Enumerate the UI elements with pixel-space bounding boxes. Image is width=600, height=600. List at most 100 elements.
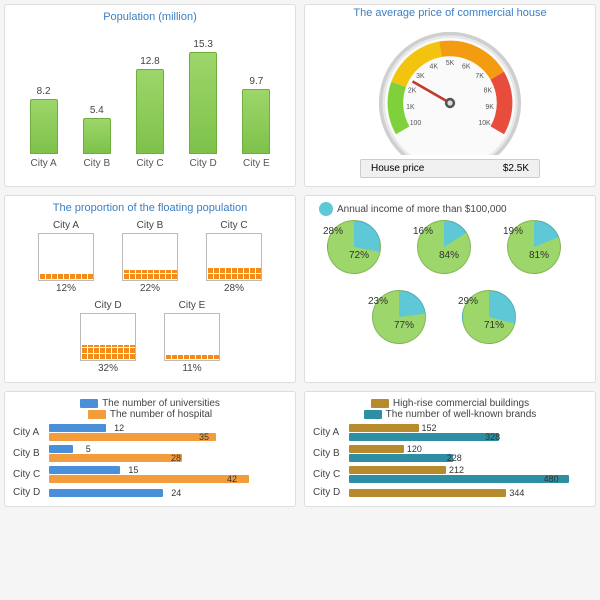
waffle-pct: 12%	[56, 283, 76, 294]
pie-item: 19%81%	[507, 220, 573, 280]
hbar-city: City A	[13, 427, 49, 438]
uni-hosp-legend: The number of universities The number of…	[13, 398, 287, 420]
pie-primary-pct: 71%	[484, 320, 504, 331]
svg-text:2K: 2K	[408, 88, 417, 95]
hbar-value: 120	[403, 444, 422, 454]
bar-label: City B	[83, 158, 110, 169]
waffle-pct: 22%	[140, 283, 160, 294]
hbar-row: City B 120228	[313, 445, 587, 462]
pie-primary-pct: 72%	[349, 250, 369, 261]
legend-swatch	[371, 399, 389, 408]
hbar-bar: 24	[49, 489, 163, 497]
pie-item: 29%71%	[462, 290, 528, 350]
svg-text:3K: 3K	[416, 73, 425, 80]
income-legend-label: Annual income of more than $100,000	[337, 204, 507, 215]
bar-value: 5.4	[90, 105, 104, 116]
hbar-row: City B528	[13, 445, 287, 462]
gauge-title: The average price of commercial house	[313, 7, 587, 19]
pie-secondary-pct: 28%	[323, 226, 343, 237]
uni-hosp-bars: City A1235City B528City C1542City D24	[13, 424, 287, 498]
waffle-box	[80, 313, 136, 361]
bar-value: 15.3	[193, 39, 212, 50]
floating-waffle-grid: City A12%City B22%City C28%City D32%City…	[13, 220, 287, 374]
pie-primary-pct: 81%	[529, 250, 549, 261]
hbar-bar: 35	[49, 433, 216, 441]
floating-title: The proportion of the floating populatio…	[13, 202, 287, 214]
bar-rect	[30, 99, 58, 154]
pie-secondary-pct: 23%	[368, 296, 388, 307]
legend-label: The number of well-known brands	[386, 409, 537, 420]
pie-item: 23%77%	[372, 290, 438, 350]
hbar-value: 42	[227, 474, 237, 484]
waffle-city: City D	[94, 300, 121, 311]
bar-rect	[242, 89, 270, 154]
brand-bldg-bars: City A152328City B120228City C212480City…	[313, 424, 587, 498]
hbar-city: City C	[13, 469, 49, 480]
bar-rect	[83, 118, 111, 154]
pie-secondary-pct: 16%	[413, 226, 433, 237]
gauge-readout-label: House price	[371, 163, 424, 174]
hbar-value: 212	[445, 465, 464, 475]
income-legend-swatch	[319, 202, 333, 216]
bar-label: City C	[136, 158, 163, 169]
bar-value: 12.8	[140, 56, 159, 67]
hbar-value: 15	[124, 465, 138, 475]
hbar-value: 12	[110, 423, 124, 433]
hbar-value: 152	[418, 423, 437, 433]
waffle-city: City C	[220, 220, 247, 231]
bar-column: 5.4 City B	[77, 105, 117, 169]
legend-swatch	[364, 410, 382, 419]
hbar-city: City B	[13, 448, 49, 459]
hbar-bar: 480	[349, 475, 569, 483]
hbar-bar: 152	[349, 424, 419, 432]
hbar-bar: 328	[349, 433, 499, 441]
hbar-city: City B	[313, 448, 349, 459]
waffle-item: City A12%	[33, 220, 99, 294]
svg-text:8K: 8K	[484, 88, 493, 95]
waffle-pct: 11%	[182, 363, 201, 374]
hbar-row: City D344	[313, 487, 587, 498]
hbar-bar: 228	[349, 454, 453, 462]
bar-column: 8.2 City A	[24, 86, 64, 169]
legend-swatch	[88, 410, 106, 419]
waffle-city: City B	[137, 220, 164, 231]
hbar-city: City C	[313, 469, 349, 480]
pie-item: 16%84%	[417, 220, 483, 280]
waffle-box	[164, 313, 220, 361]
bar-column: 15.3City D	[183, 39, 223, 169]
population-panel: Population (million) 8.2 City A 5.4 City B 1…	[4, 4, 296, 187]
brand-bldg-legend: High-rise commercial buildings The numbe…	[313, 398, 587, 420]
bar-rect	[189, 52, 217, 154]
hbar-bar: 212	[349, 466, 446, 474]
waffle-item: City B 22%	[117, 220, 183, 294]
gauge-readout: House price $2.5K	[360, 159, 540, 178]
waffle-pct: 28%	[224, 283, 244, 294]
pie-item: 28%72%	[327, 220, 393, 280]
svg-text:7K: 7K	[475, 73, 484, 80]
population-title: Population (million)	[13, 11, 287, 23]
svg-text:9K: 9K	[485, 104, 494, 111]
hbar-bar: 12	[49, 424, 106, 432]
hbar-value: 328	[485, 432, 500, 442]
hbar-row: City A1235	[13, 424, 287, 441]
hbar-city: City A	[313, 427, 349, 438]
dashboard-grid: Population (million) 8.2City A5.4City B1…	[4, 4, 596, 507]
pie-secondary-pct: 19%	[503, 226, 523, 237]
waffle-pct: 32%	[98, 363, 118, 374]
gauge-chart: 1001K2K3K4K5K6K7K8K9K10K House price $2.…	[313, 25, 587, 178]
svg-text:100: 100	[410, 120, 422, 127]
legend-label: The number of hospital	[110, 409, 212, 420]
bar-label: City A	[31, 158, 57, 169]
hbar-row: City D24	[13, 487, 287, 498]
bar-value: 8.2	[37, 86, 51, 97]
gauge-readout-value: $2.5K	[503, 163, 529, 174]
waffle-item: City D 32%	[75, 300, 141, 374]
population-bar-chart: 8.2City A5.4City B12.8City C15.3City D9.…	[13, 29, 287, 169]
hbar-bar: 344	[349, 489, 506, 497]
pie-primary-pct: 77%	[394, 320, 414, 331]
hbar-bar: 15	[49, 466, 120, 474]
floating-panel: The proportion of the floating populatio…	[4, 195, 296, 383]
waffle-box	[206, 233, 262, 281]
pie-primary-pct: 84%	[439, 250, 459, 261]
hbar-bar: 42	[49, 475, 249, 483]
